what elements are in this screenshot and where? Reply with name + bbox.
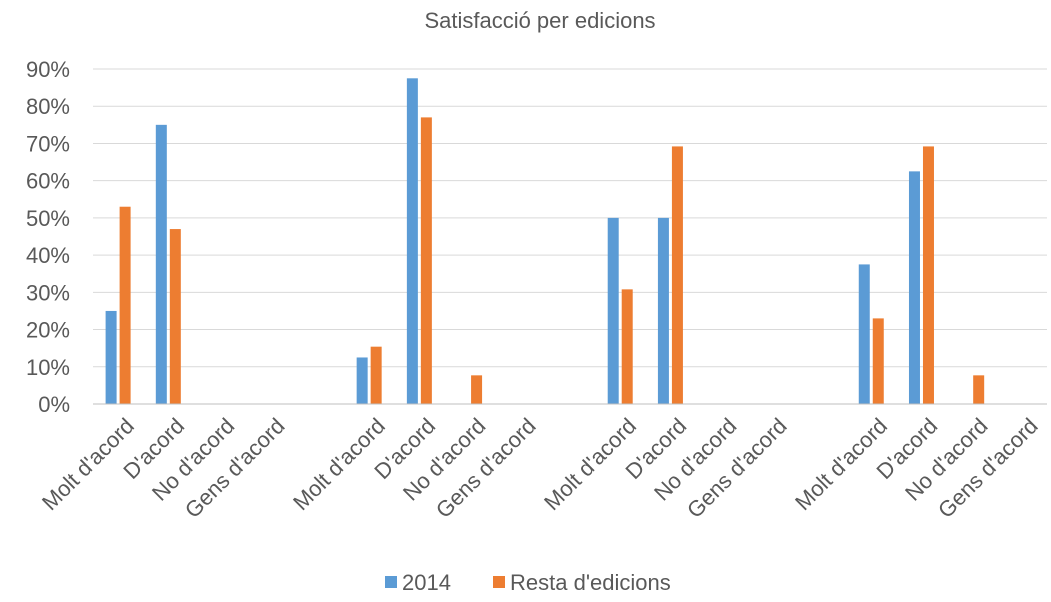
bar-series-resta-6: [420, 117, 432, 404]
bar-series-resta-7: [471, 375, 483, 404]
bar-series-resta-0: [119, 206, 131, 404]
legend-label-resta: Resta d'edicions: [510, 570, 671, 595]
legend-swatch-resta: [493, 576, 505, 588]
bar-series-2014-6: [406, 78, 418, 405]
bars: [105, 78, 985, 405]
y-tick-label: 90%: [26, 57, 70, 82]
y-tick-label: 80%: [26, 94, 70, 119]
bar-series-resta-17: [973, 375, 985, 404]
bar-series-2014-0: [105, 310, 117, 404]
bar-series-resta-15: [872, 318, 884, 404]
legend: 2014 Resta d'edicions: [385, 570, 671, 595]
y-tick-label: 10%: [26, 355, 70, 380]
bar-series-resta-16: [922, 146, 934, 404]
y-tick-label: 60%: [26, 169, 70, 194]
chart-title: Satisfacció per edicions: [424, 8, 655, 33]
bar-series-2014-5: [356, 357, 368, 404]
bar-series-2014-11: [657, 217, 669, 404]
y-tick-label: 20%: [26, 318, 70, 343]
y-tick-label: 0%: [38, 392, 70, 417]
bar-series-2014-16: [908, 171, 920, 404]
bar-series-2014-10: [607, 217, 619, 404]
bar-series-2014-15: [858, 264, 870, 404]
bar-series-resta-5: [370, 346, 382, 404]
legend-swatch-2014: [385, 576, 397, 588]
legend-label-2014: 2014: [402, 570, 451, 595]
bar-series-resta-11: [671, 146, 683, 404]
bar-series-resta-1: [169, 229, 181, 404]
y-tick-label: 50%: [26, 206, 70, 231]
gridlines: [93, 68, 1047, 368]
bar-series-2014-1: [155, 124, 167, 404]
y-tick-label: 30%: [26, 280, 70, 305]
y-axis-tick-labels: 0% 10% 20% 30% 40% 50% 60% 70% 80% 90%: [26, 57, 70, 417]
y-tick-label: 70%: [26, 131, 70, 156]
y-tick-label: 40%: [26, 243, 70, 268]
bar-series-resta-10: [621, 289, 633, 404]
